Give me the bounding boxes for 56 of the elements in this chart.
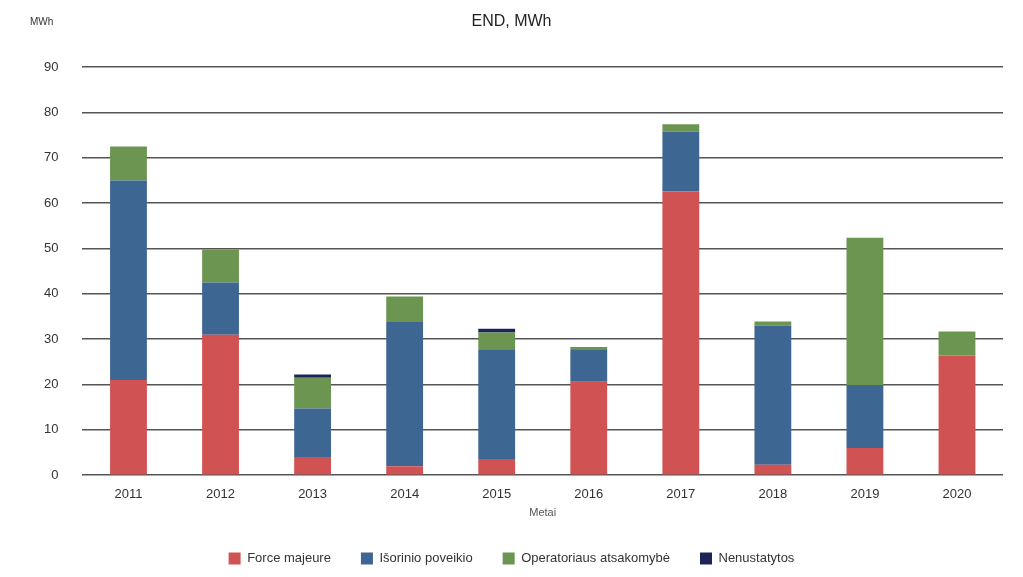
bar	[846, 448, 884, 475]
bar	[110, 146, 147, 181]
bar	[478, 332, 516, 350]
x-tick-label: 2014	[390, 485, 420, 501]
bar	[110, 380, 147, 475]
y-tick-label: 20	[43, 376, 59, 392]
x-tick-label: 2012	[206, 485, 235, 501]
y-tick-label: 60	[43, 194, 59, 210]
y-tick-label: 10	[43, 421, 59, 437]
bar	[202, 334, 239, 475]
bar	[386, 466, 424, 475]
x-tick-label: 2011	[114, 485, 143, 501]
y-axis-title: MWh	[30, 15, 54, 27]
bar	[662, 124, 700, 132]
bar	[478, 458, 516, 475]
bar	[386, 296, 424, 322]
bar	[202, 249, 239, 283]
bar	[662, 191, 700, 475]
bar	[938, 355, 976, 475]
x-tick-label: 2020	[942, 485, 972, 501]
bar	[846, 237, 884, 385]
bar	[386, 321, 424, 467]
bar	[662, 131, 700, 192]
legend-label: Nenustatytos	[718, 550, 795, 566]
bar	[754, 321, 792, 326]
bar	[938, 331, 976, 356]
y-tick-label: 70	[43, 149, 59, 165]
bar	[294, 374, 332, 378]
x-tick-label: 2019	[850, 485, 880, 501]
x-axis-title: Metai	[529, 506, 557, 519]
bar	[294, 408, 332, 458]
y-tick-label: 50	[43, 240, 59, 256]
x-tick-label: 2015	[482, 485, 512, 501]
bar	[570, 381, 608, 475]
bar	[754, 325, 792, 465]
y-tick-label: 40	[43, 285, 59, 301]
bar	[202, 282, 239, 335]
bar	[110, 180, 147, 380]
legend-label: Išorinio poveikio	[379, 550, 473, 566]
x-tick-label: 2018	[758, 485, 788, 501]
y-tick-label: 30	[43, 330, 59, 346]
bar	[570, 349, 608, 382]
y-tick-label: 80	[43, 104, 59, 120]
legend-label: Force majeure	[247, 550, 331, 566]
legend-label: Operatoriaus atsakomybė	[521, 550, 671, 566]
bar	[294, 457, 332, 475]
bar	[754, 464, 792, 475]
x-tick-label: 2013	[298, 485, 328, 501]
bar	[478, 349, 516, 459]
bar	[846, 384, 884, 448]
y-tick-label: 90	[43, 58, 59, 74]
y-tick-label: 0	[51, 466, 59, 482]
chart-title: END, MWh	[471, 12, 552, 30]
x-tick-label: 2016	[574, 485, 604, 501]
bar	[294, 377, 332, 409]
x-tick-label: 2017	[666, 485, 696, 501]
